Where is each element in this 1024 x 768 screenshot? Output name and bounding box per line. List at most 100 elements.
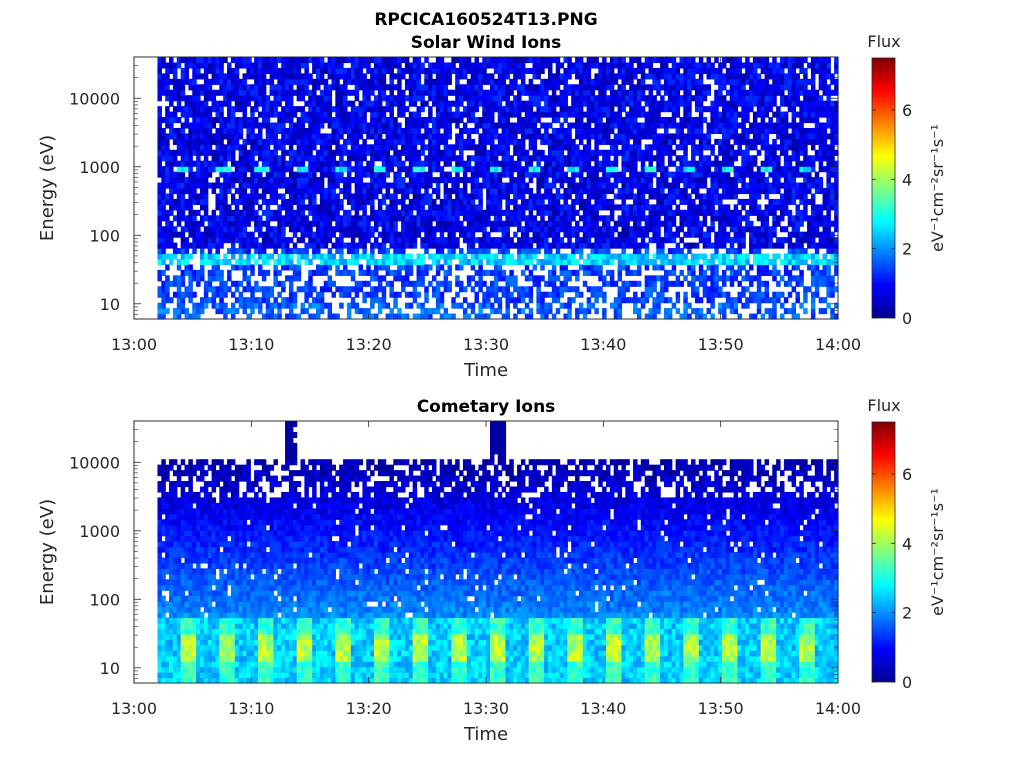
heatmap-cell bbox=[412, 237, 418, 244]
heatmap-cell bbox=[555, 193, 561, 200]
heatmap-cell bbox=[389, 106, 394, 113]
heatmap-cell bbox=[455, 275, 460, 282]
heatmap-cell bbox=[520, 242, 526, 249]
heatmap-cell bbox=[486, 117, 491, 124]
heatmap-cell bbox=[459, 89, 464, 96]
heatmap-cell bbox=[358, 253, 363, 260]
heatmap-cell bbox=[648, 133, 653, 140]
heatmap-cell bbox=[466, 133, 472, 140]
heatmap-cell bbox=[621, 297, 626, 304]
heatmap-cell bbox=[207, 280, 213, 287]
heatmap-cell bbox=[513, 106, 518, 113]
heatmap-cell bbox=[250, 166, 255, 173]
heatmap-cell bbox=[551, 182, 557, 189]
heatmap-cell bbox=[300, 73, 305, 80]
heatmap-cell bbox=[578, 117, 584, 124]
heatmap-cell bbox=[211, 231, 217, 238]
heatmap-cell bbox=[176, 57, 182, 64]
heatmap-cell bbox=[636, 95, 642, 102]
heatmap-cell bbox=[370, 155, 375, 162]
heatmap-cell bbox=[269, 133, 275, 140]
heatmap-cell bbox=[343, 111, 348, 118]
heatmap-cell bbox=[346, 122, 352, 129]
heatmap-cell bbox=[389, 308, 394, 315]
heatmap-cell bbox=[346, 100, 352, 107]
heatmap-cell bbox=[532, 204, 537, 211]
heatmap-cell bbox=[258, 220, 263, 227]
heatmap-cell bbox=[582, 133, 588, 140]
heatmap-cell bbox=[482, 73, 487, 80]
heatmap-cell bbox=[234, 62, 240, 69]
heatmap-cell bbox=[184, 291, 189, 298]
heatmap-cell bbox=[265, 313, 271, 320]
heatmap-cell bbox=[621, 166, 626, 173]
heatmap-cell bbox=[370, 231, 375, 238]
heatmap-cell bbox=[633, 117, 638, 124]
heatmap-cell bbox=[482, 182, 487, 189]
heatmap-cell bbox=[408, 209, 414, 216]
heatmap-cell bbox=[656, 264, 661, 271]
heatmap-cell bbox=[443, 209, 449, 216]
heatmap-cell bbox=[327, 160, 333, 167]
heatmap-cell bbox=[594, 215, 599, 222]
heatmap-cell bbox=[408, 171, 414, 178]
heatmap-cell bbox=[211, 149, 217, 156]
heatmap-cell bbox=[346, 291, 352, 298]
heatmap-cell bbox=[652, 95, 657, 102]
heatmap-cell bbox=[331, 73, 336, 80]
heatmap-cell bbox=[617, 149, 623, 156]
heatmap-cell bbox=[389, 67, 394, 74]
heatmap-cell bbox=[470, 95, 476, 102]
heatmap-cell bbox=[180, 258, 186, 266]
heatmap-cell bbox=[258, 297, 263, 304]
heatmap-cell bbox=[633, 89, 638, 96]
heatmap-cell bbox=[578, 302, 584, 309]
heatmap-cell bbox=[644, 95, 650, 102]
heatmap-cell bbox=[227, 149, 232, 156]
heatmap-cell bbox=[536, 291, 541, 298]
heatmap-cell bbox=[443, 193, 449, 200]
heatmap-cell bbox=[532, 248, 537, 255]
heatmap-cell bbox=[196, 313, 201, 320]
heatmap-cell bbox=[172, 253, 178, 260]
heatmap-cell bbox=[617, 258, 623, 266]
heatmap-cell bbox=[285, 160, 290, 167]
heatmap-cell bbox=[420, 308, 425, 315]
heatmap-cell bbox=[470, 308, 476, 315]
heatmap-cell bbox=[265, 286, 271, 293]
heatmap-cell bbox=[517, 111, 522, 118]
heatmap-cell bbox=[567, 160, 572, 167]
heatmap-cell bbox=[613, 302, 619, 309]
heatmap-cell bbox=[466, 242, 472, 249]
heatmap-cell bbox=[408, 242, 414, 249]
heatmap-cell bbox=[439, 226, 445, 233]
heatmap-cell bbox=[192, 177, 197, 184]
heatmap-cell bbox=[254, 198, 259, 205]
heatmap-cell bbox=[586, 127, 592, 135]
heatmap-cell bbox=[265, 215, 271, 222]
heatmap-cell bbox=[586, 95, 592, 102]
heatmap-cell bbox=[455, 188, 460, 195]
heatmap-cell bbox=[540, 209, 545, 216]
heatmap-cell bbox=[459, 286, 464, 293]
heatmap-cell bbox=[385, 149, 391, 156]
heatmap-cell bbox=[335, 78, 340, 85]
heatmap-cell bbox=[501, 237, 507, 244]
heatmap-cell bbox=[536, 155, 541, 162]
heatmap-cell bbox=[161, 177, 166, 184]
heatmap-cell bbox=[304, 291, 309, 298]
heatmap-cell bbox=[211, 182, 217, 189]
heatmap-cell bbox=[609, 171, 615, 178]
heatmap-cell bbox=[501, 89, 507, 96]
heatmap-cell bbox=[358, 182, 363, 189]
heatmap-cell bbox=[432, 226, 437, 233]
heatmap-cell bbox=[482, 177, 487, 184]
heatmap-cell bbox=[501, 188, 507, 195]
heatmap-cell bbox=[192, 100, 197, 107]
heatmap-cell bbox=[331, 149, 336, 156]
heatmap-cell bbox=[377, 78, 383, 85]
heatmap-cell bbox=[219, 171, 224, 178]
heatmap-cell bbox=[339, 231, 344, 238]
heatmap-cell bbox=[462, 308, 468, 315]
heatmap-cell bbox=[459, 84, 464, 91]
